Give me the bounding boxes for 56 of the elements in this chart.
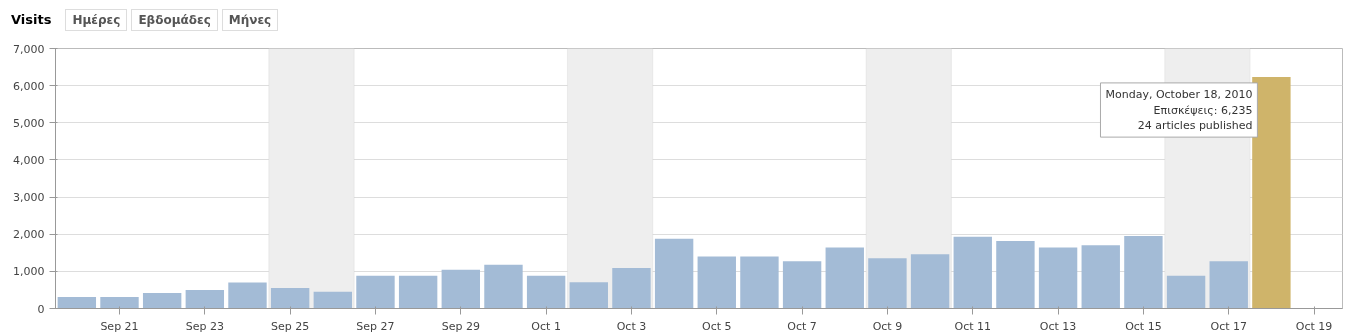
bar <box>697 256 736 309</box>
bar <box>57 296 97 309</box>
y-tick-label: 4,000 <box>13 153 45 167</box>
bar <box>398 275 438 309</box>
x-tick-label: Sep 23 <box>185 319 224 333</box>
y-tick-label: 5,000 <box>13 116 45 130</box>
x-tick-label: Sep 29 <box>441 319 480 333</box>
bar <box>1124 236 1163 309</box>
bar <box>142 292 182 309</box>
bar <box>868 258 907 309</box>
y-tick-label: 0 <box>37 302 45 316</box>
bar <box>1038 247 1078 309</box>
bar <box>654 238 694 309</box>
x-tick-label: Oct 1 <box>531 319 561 333</box>
x-tick-label: Sep 25 <box>271 319 310 333</box>
bar <box>910 254 950 309</box>
bar <box>100 296 139 309</box>
bar <box>356 275 395 309</box>
bar <box>996 240 1035 309</box>
bar <box>782 261 822 309</box>
bar <box>825 247 864 309</box>
x-tick-label: Oct 19 <box>1295 319 1333 333</box>
bar <box>1166 275 1206 309</box>
text: Μήνες <box>221 9 279 31</box>
x-tick-label: Oct 15 <box>1125 319 1162 333</box>
chart-title: Visits <box>11 12 52 27</box>
bar <box>185 289 225 309</box>
y-tick-label: 6,000 <box>13 79 45 93</box>
y-tick-label: 7,000 <box>13 42 45 56</box>
bar <box>270 288 310 309</box>
x-tick-label: Sep 21 <box>100 319 139 333</box>
bar <box>441 269 480 309</box>
x-tick-label: Oct 13 <box>1039 319 1077 333</box>
x-tick-label: Sep 27 <box>356 319 395 333</box>
bar <box>526 275 566 309</box>
bar <box>313 291 353 309</box>
bar <box>569 282 608 309</box>
text: Εβδομάδες <box>131 9 218 31</box>
x-tick-label: Oct 7 <box>787 319 817 333</box>
x-tick-label: Oct 11 <box>954 319 992 333</box>
bar <box>1209 261 1248 309</box>
x-tick-label: Oct 9 <box>872 319 903 333</box>
annotation: Monday, October 18, 2010 Επισκέψεις: 6,235 24 articles published <box>1105 87 1253 133</box>
y-tick-label: 1,000 <box>13 265 45 279</box>
x-tick-label: Oct 17 <box>1210 319 1247 333</box>
x-tick-label: Oct 5 <box>702 319 732 333</box>
x-tick-label: Oct 3 <box>616 319 647 333</box>
y-tick-label: 3,000 <box>13 191 45 205</box>
y-tick-label: 2,000 <box>13 228 45 242</box>
bar <box>1081 245 1120 309</box>
bar <box>484 264 523 309</box>
bar <box>740 256 779 309</box>
bar <box>612 268 651 309</box>
bar <box>228 282 267 309</box>
bar <box>953 236 992 309</box>
text: Ημέρες <box>65 9 128 31</box>
